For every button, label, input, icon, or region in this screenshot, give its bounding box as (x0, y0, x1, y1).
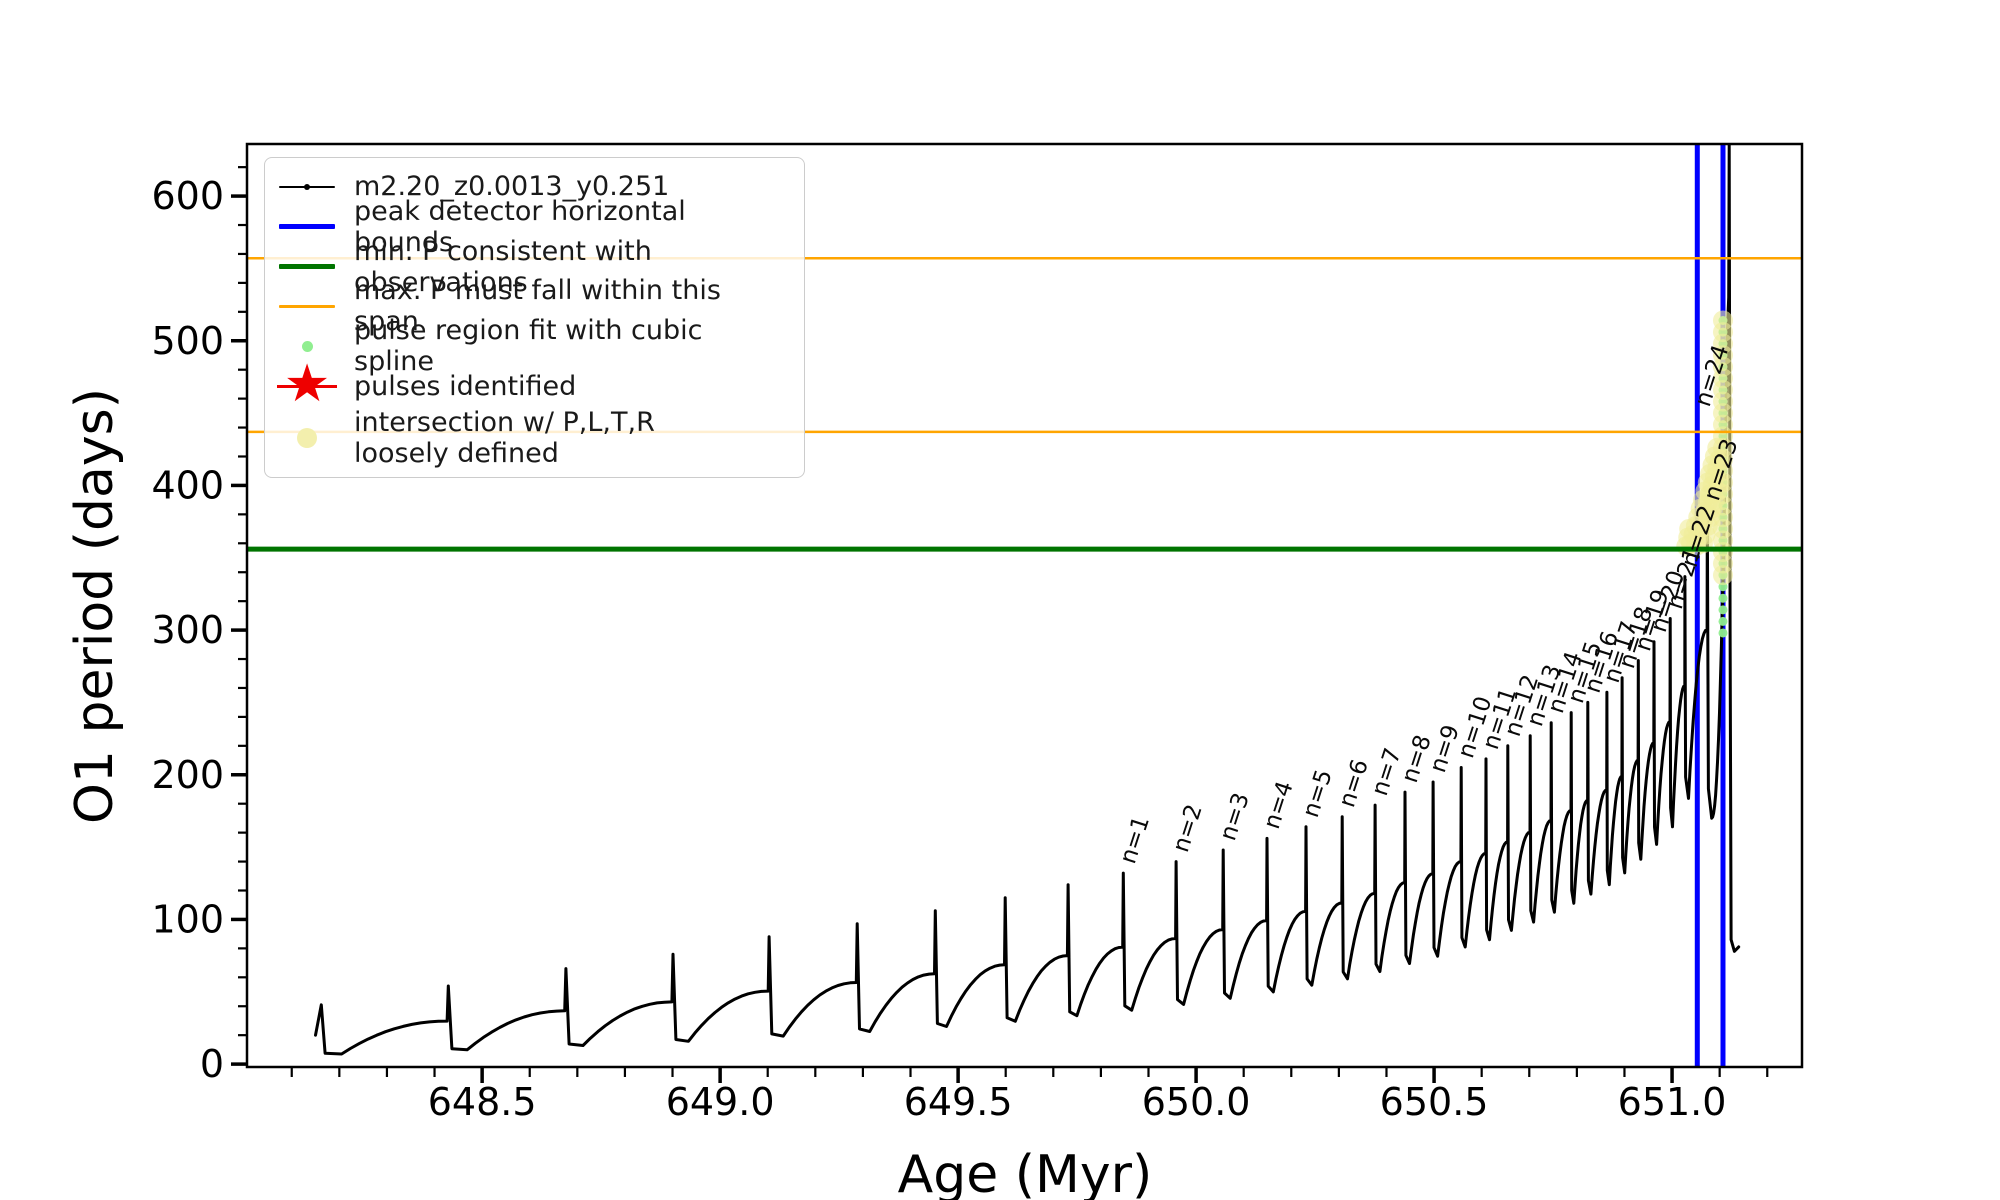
pulse-label: n=1 (1115, 813, 1155, 867)
y-tick-label: 300 (151, 608, 224, 652)
legend-label-spline-fit: pulse region fit with cubic spline (354, 315, 703, 378)
y-tick-label: 400 (151, 463, 224, 507)
axes-frame (245, 142, 1804, 1069)
pulse-label: n=3 (1215, 790, 1255, 844)
legend-label-pulses-identified: pulses identified (354, 370, 577, 402)
legend: m2.20_z0.0013_y0.251 peak detector horiz… (264, 157, 805, 478)
pulse-label: n=2 (1168, 801, 1208, 855)
legend-item-max-span: max. P must fall within this span (275, 275, 790, 337)
legend-label-min-period: min. P consistent with observations (354, 235, 652, 298)
x-tick-label: 649.5 (904, 1080, 1013, 1124)
min-period-line-icon (275, 264, 339, 270)
legend-item-min-period: min. P consistent with observations (275, 236, 790, 298)
x-tick-label: 648.5 (428, 1080, 537, 1124)
axis-ticks: 648.5 649.0 649.5 650.0 650.5 651.0 0 100 200 300… (151, 166, 1769, 1124)
spline-fit-dot (1718, 616, 1728, 626)
spline-fit-dot (1718, 593, 1728, 603)
y-tick-label: 600 (151, 174, 224, 218)
track-line-icon (275, 184, 339, 190)
x-tick-label: 650.0 (1142, 1080, 1251, 1124)
legend-item-peak-bounds: peak detector horizontal bounds (275, 196, 790, 258)
pulse-label: n=5 (1298, 767, 1338, 821)
star-icon: ★ (275, 358, 339, 414)
y-axis-label: O1 period (days) (65, 388, 125, 824)
legend-item-track: m2.20_z0.0013_y0.251 (275, 168, 790, 206)
legend-item-pulses-identified: ★ pulses identified (275, 358, 790, 410)
legend-label-peak-bounds: peak detector horizontal bounds (354, 195, 686, 258)
series-track-line (314, 144, 1741, 1056)
pulse-label: n=4 (1259, 778, 1299, 832)
spline-dot-icon (275, 340, 339, 352)
legend-label-intersection: intersection w/ P,L,T,R loosely defined (354, 406, 655, 469)
legend-item-spline-fit: pulse region fit with cubic spline (275, 315, 790, 377)
legend-label-max-span: max. P must fall within this span (354, 275, 721, 338)
y-tick-label: 200 (151, 753, 224, 797)
y-tick-label: 0 (200, 1042, 224, 1086)
peak-bounds-line-icon (275, 224, 339, 230)
y-tick-label: 500 (151, 319, 224, 363)
spline-fit-dot (1718, 605, 1728, 615)
y-tick-label: 100 (151, 897, 224, 941)
intersection-dot-icon (275, 427, 339, 448)
legend-item-intersection: intersection w/ P,L,T,R loosely defined (275, 407, 790, 469)
intersection-dot (1712, 310, 1733, 331)
legend-label-track: m2.20_z0.0013_y0.251 (354, 171, 670, 203)
spline-fit-dot (1718, 628, 1728, 638)
x-tick-label: 649.0 (666, 1080, 775, 1124)
pulse-label: n=6 (1334, 756, 1374, 810)
x-tick-label: 651.0 (1618, 1080, 1727, 1124)
x-tick-label: 650.5 (1380, 1080, 1489, 1124)
max-span-line-icon (275, 305, 339, 308)
x-axis-label: Age (Myr) (898, 1145, 1153, 1200)
